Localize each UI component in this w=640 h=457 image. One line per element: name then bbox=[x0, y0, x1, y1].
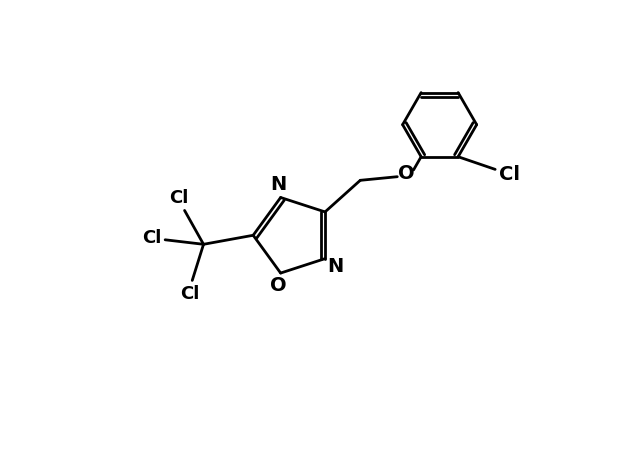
Text: N: N bbox=[270, 175, 287, 194]
Text: N: N bbox=[327, 257, 343, 276]
Text: O: O bbox=[270, 276, 287, 295]
Text: Cl: Cl bbox=[142, 228, 161, 246]
Text: Cl: Cl bbox=[180, 285, 200, 303]
Text: Cl: Cl bbox=[499, 165, 520, 184]
Text: O: O bbox=[398, 164, 415, 183]
Text: Cl: Cl bbox=[170, 189, 189, 207]
